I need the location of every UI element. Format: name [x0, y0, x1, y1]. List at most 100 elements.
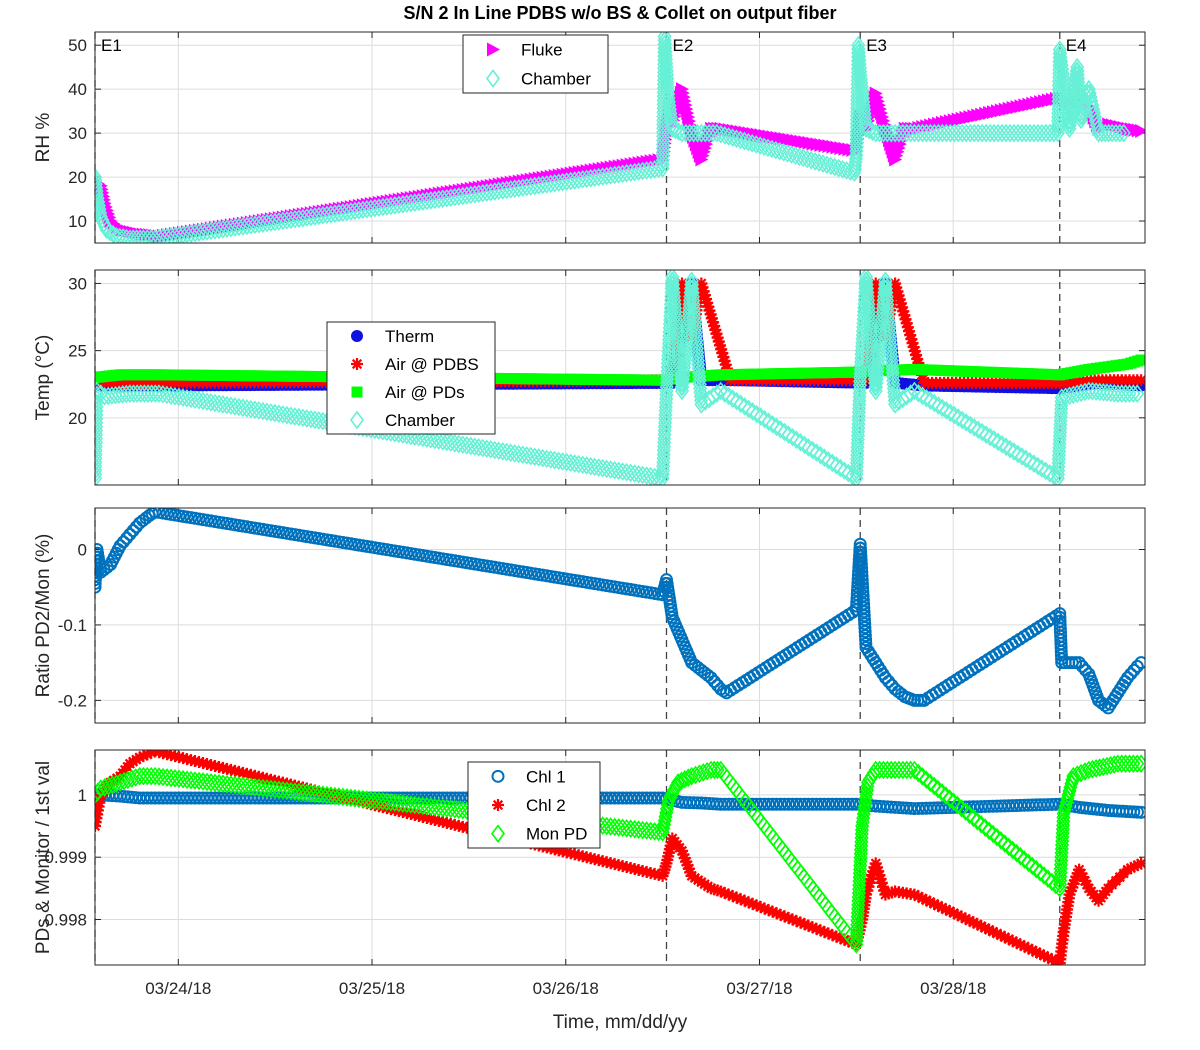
data-point	[1026, 454, 1041, 474]
data-point	[725, 389, 740, 408]
data-point	[677, 848, 690, 861]
data-point	[792, 147, 807, 167]
data-point	[507, 444, 522, 463]
data-point	[101, 386, 116, 406]
data-point	[760, 138, 775, 158]
x-tick-label: 03/25/18	[339, 979, 405, 998]
data-point	[95, 445, 103, 464]
data-point	[187, 390, 202, 410]
data-point	[675, 844, 688, 857]
data-point	[666, 279, 681, 298]
data-point	[619, 462, 634, 482]
data-point	[95, 389, 104, 409]
data-point	[1074, 383, 1089, 403]
data-point	[967, 417, 982, 437]
data-point	[784, 145, 799, 164]
data-point	[583, 456, 598, 476]
data-point	[95, 188, 105, 208]
series-ratio	[95, 508, 1145, 715]
data-point	[1009, 843, 1024, 863]
data-point	[833, 458, 848, 478]
data-point	[667, 294, 682, 314]
data-point	[688, 319, 703, 338]
data-point	[919, 388, 934, 408]
data-point	[239, 399, 254, 418]
data-point	[881, 315, 896, 334]
data-point	[1055, 63, 1070, 83]
data-point	[95, 425, 103, 444]
data-point	[959, 912, 972, 925]
y-axis-label: Temp (°C)	[33, 335, 54, 421]
legend-entry: Mon PD	[526, 825, 587, 844]
data-point	[1030, 456, 1045, 476]
y-tick-label: 10	[68, 212, 87, 231]
data-point	[95, 167, 102, 187]
data-point	[1026, 944, 1039, 957]
data-point	[819, 155, 834, 175]
data-point	[880, 295, 895, 315]
panel-2: 20 25 30 Temp (°C) Therm Air @ PDBS Air @ PDs C…	[33, 269, 1146, 486]
data-point	[934, 783, 949, 802]
data-point	[690, 351, 705, 370]
data-point	[95, 185, 104, 204]
data-point	[267, 403, 282, 423]
data-point	[817, 448, 832, 468]
data-point	[126, 229, 141, 243]
data-point	[1077, 762, 1092, 781]
data-point	[863, 322, 878, 342]
y-tick-label: 20	[68, 168, 87, 187]
data-point	[883, 335, 898, 354]
data-point	[1040, 869, 1055, 889]
data-point	[879, 279, 894, 299]
data-point	[1005, 840, 1020, 860]
data-point	[1127, 663, 1141, 677]
legend: Chl 1 Chl 2 Mon PD	[467, 761, 601, 849]
data-point	[499, 442, 514, 462]
data-point	[668, 302, 683, 322]
event-label-e2: E2	[672, 36, 693, 55]
data-point	[1073, 863, 1086, 876]
data-point	[689, 331, 704, 350]
data-point	[1085, 759, 1100, 779]
event-label-e1: E1	[101, 36, 122, 55]
data-point	[175, 388, 190, 407]
data-point	[860, 279, 875, 298]
data-point	[814, 924, 827, 937]
legend-marker	[350, 410, 364, 430]
data-point	[108, 385, 123, 405]
data-point	[788, 146, 803, 166]
data-point	[179, 388, 194, 408]
data-point	[183, 389, 198, 409]
data-point	[829, 456, 844, 475]
data-point	[886, 375, 901, 394]
data-point	[1056, 71, 1071, 91]
data-point	[195, 391, 210, 411]
data-point	[886, 371, 901, 390]
data-point	[1021, 853, 1036, 873]
data-point	[745, 133, 760, 153]
data-point	[681, 859, 694, 872]
data-point	[720, 362, 733, 375]
data-point	[547, 450, 562, 470]
y-axis-label: RH %	[33, 113, 54, 163]
data-point	[863, 876, 876, 889]
data-point	[467, 437, 482, 457]
data-point	[575, 455, 590, 475]
data-point	[989, 827, 1004, 847]
data-point	[730, 891, 743, 904]
data-point	[797, 435, 812, 455]
data-point	[1092, 758, 1107, 777]
data-point	[943, 905, 956, 918]
data-point	[860, 283, 875, 302]
data-point	[415, 428, 430, 448]
data-point	[95, 429, 103, 448]
legend: Therm Air @ PDBS Air @ PDs Chamber	[326, 321, 496, 435]
data-point	[911, 384, 926, 403]
data-point	[904, 329, 917, 342]
data-point	[707, 675, 721, 689]
data-point	[729, 391, 744, 411]
data-point	[802, 919, 815, 932]
y-tick-label: 0.998	[44, 911, 87, 930]
y-tick-label: 25	[68, 342, 87, 361]
data-point	[475, 438, 490, 458]
